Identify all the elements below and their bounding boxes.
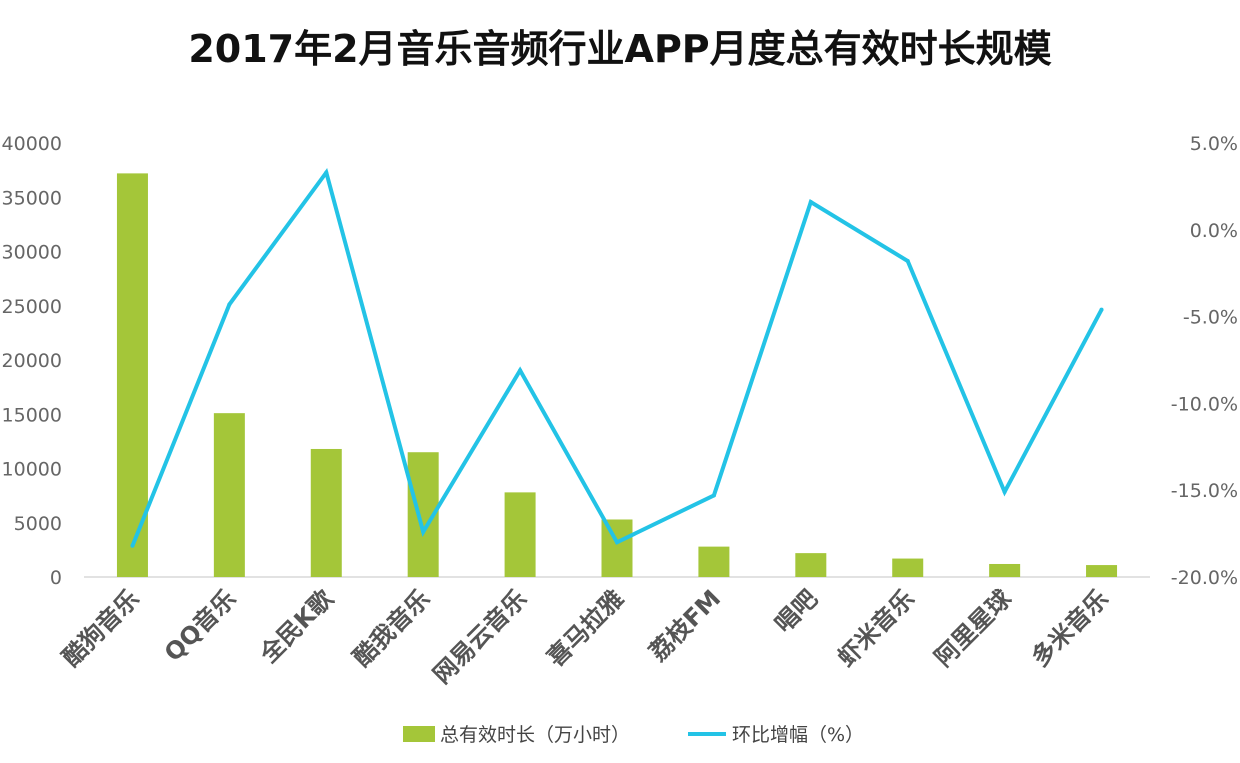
legend-bar-label: 总有效时长（万小时） [440, 724, 630, 746]
bar [213, 413, 245, 577]
category-label: 荔枝FM [644, 584, 726, 666]
bar [504, 492, 536, 577]
category-label: 网易云音乐 [428, 584, 533, 689]
left-tick-label: 20000 [2, 350, 62, 372]
bar [795, 553, 827, 577]
left-tick-label: 40000 [2, 133, 62, 155]
category-label: 多米音乐 [1026, 584, 1114, 672]
chart-title: 2017年2月音乐音频行业APP月度总有效时长规模 [188, 27, 1052, 71]
category-label: 阿里星球 [929, 584, 1017, 672]
left-axis-ticks: 0 5000 10000 15000 20000 25000 30000 35000 40000 [2, 133, 62, 589]
legend-line-label: 环比增幅（%） [732, 724, 864, 746]
right-axis-ticks: -20.0% -15.0% -10.0% -5.0% 0.0% 5.0% [1171, 133, 1238, 589]
bar [601, 519, 633, 577]
legend-bar-swatch [403, 726, 435, 742]
legend: 总有效时长（万小时） 环比增幅（%） [403, 724, 864, 746]
left-tick-label: 15000 [2, 404, 62, 426]
left-tick-label: 0 [50, 567, 62, 589]
category-label: 酷狗音乐 [57, 584, 145, 672]
bar-series [116, 170, 1118, 577]
right-tick-label: 0.0% [1190, 220, 1238, 242]
right-tick-label: -5.0% [1183, 307, 1238, 329]
category-label: 酷我音乐 [348, 584, 436, 672]
left-tick-label: 30000 [2, 242, 62, 264]
bar [116, 173, 148, 577]
left-tick-label: 10000 [2, 459, 62, 481]
category-label: 虾米音乐 [832, 584, 920, 672]
category-label: 全民K歌 [254, 584, 339, 669]
bar [698, 546, 730, 577]
category-label: 唱吧 [769, 584, 823, 638]
left-tick-label: 5000 [14, 513, 62, 535]
growth-line [130, 167, 1104, 547]
left-tick-label: 35000 [2, 187, 62, 209]
category-label: QQ音乐 [159, 584, 242, 667]
right-tick-label: -15.0% [1171, 480, 1238, 502]
bar [892, 558, 924, 577]
left-tick-label: 25000 [2, 296, 62, 318]
right-tick-label: -20.0% [1171, 567, 1238, 589]
category-label: 喜马拉雅 [542, 584, 630, 672]
bar [989, 563, 1021, 577]
bar [1086, 565, 1118, 577]
right-tick-label: -10.0% [1171, 393, 1238, 415]
category-labels: 酷狗音乐 QQ音乐 全民K歌 酷我音乐网易云音乐 喜马拉雅 荔枝FM 唱吧 虾米音乐 阿里星球多… [57, 584, 1114, 689]
right-tick-label: 5.0% [1190, 133, 1238, 155]
bar [310, 448, 342, 577]
